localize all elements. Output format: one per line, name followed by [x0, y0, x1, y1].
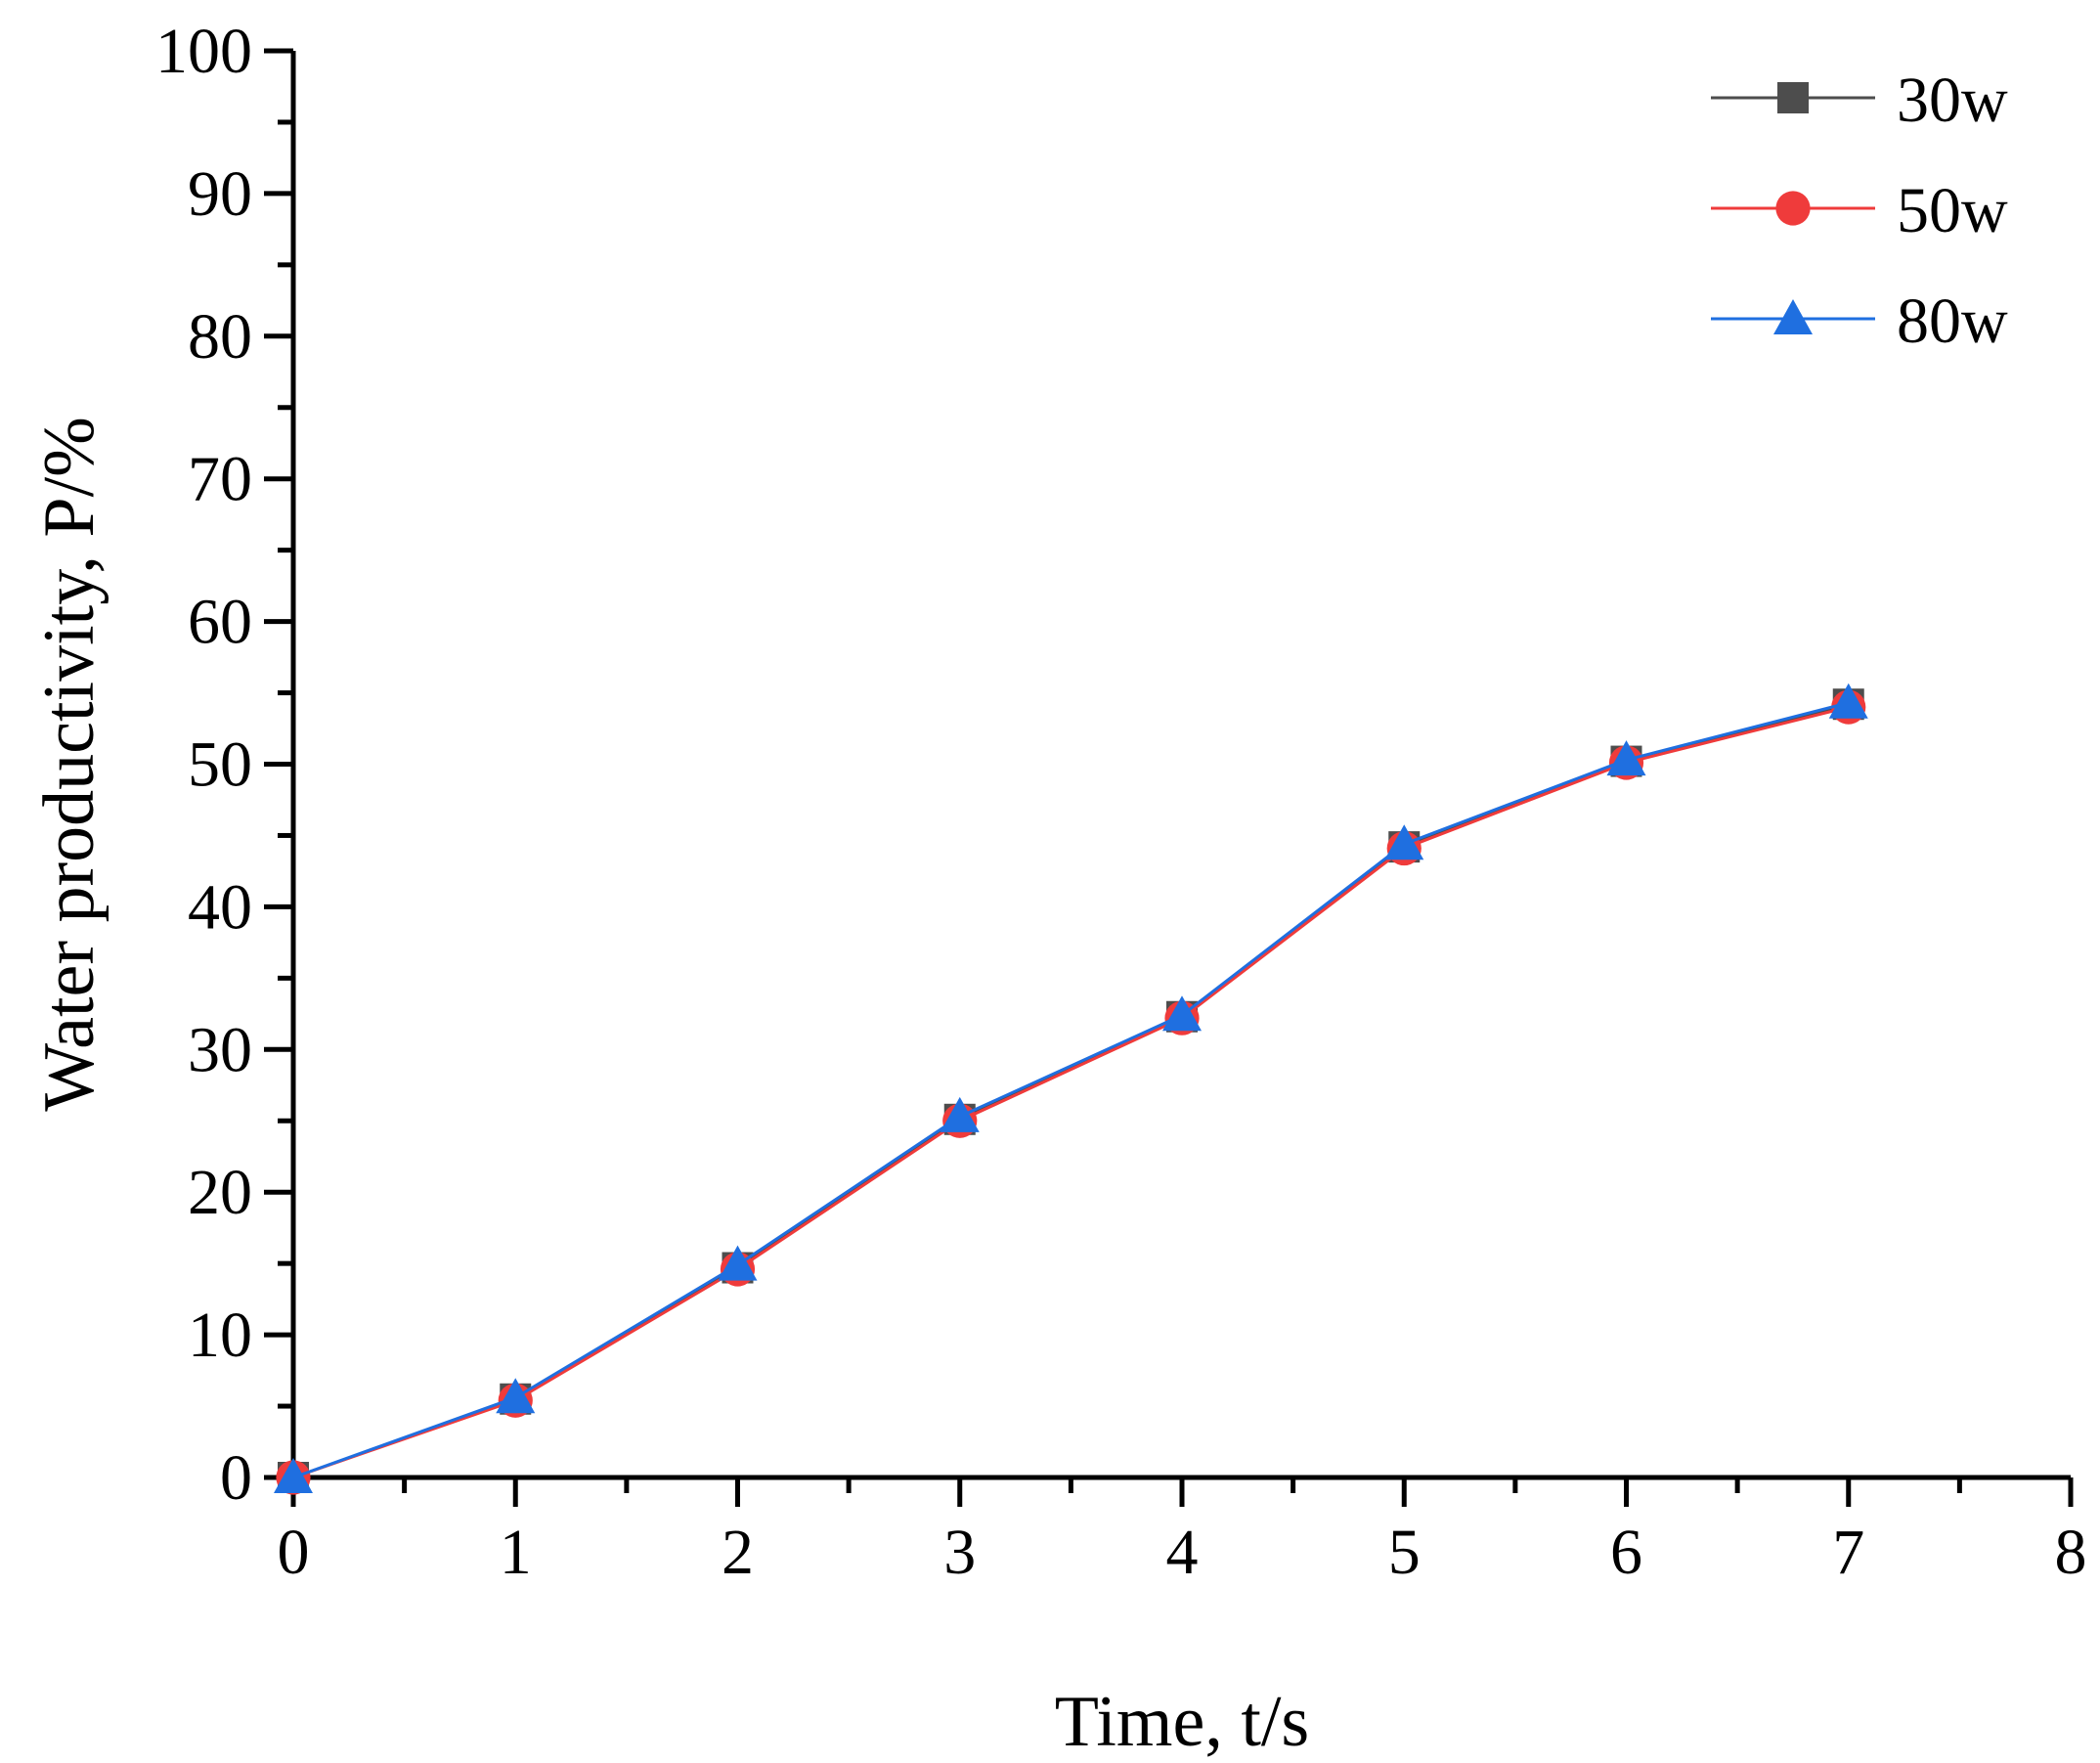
- legend: 30w 50w 80w: [1711, 65, 2008, 357]
- legend-label: 30w: [1897, 65, 2008, 136]
- series-layer: [274, 683, 1868, 1495]
- y-tick-label: 80: [188, 301, 252, 373]
- legend-item-50w: 50w: [1711, 175, 2008, 246]
- y-tick-label: 20: [188, 1157, 252, 1228]
- legend-label: 80w: [1897, 286, 2008, 357]
- legend-item-80w: 80w: [1711, 286, 2008, 357]
- series-50w: [276, 689, 1866, 1495]
- x-tick-label: 0: [278, 1517, 310, 1588]
- x-axis-title: Time, t/s: [1055, 1682, 1309, 1762]
- x-tick-label: 4: [1166, 1517, 1199, 1588]
- y-tick-label: 70: [188, 444, 252, 515]
- y-tick-label: 100: [155, 16, 252, 87]
- series-line-80w: [292, 701, 1850, 1479]
- legend-marker: [1775, 191, 1811, 226]
- legend-marker: [1773, 299, 1813, 334]
- legend-item-30w: 30w: [1711, 65, 2008, 136]
- x-tick-label: 5: [1388, 1517, 1421, 1588]
- y-tick-label: 30: [188, 1014, 252, 1085]
- legend-marker: [1777, 82, 1809, 113]
- axes: 0 10 20 30 40 50 60 70 80 90 100 0 1 2 3 4 5 6 7 8: [155, 16, 2087, 1588]
- series-30w: [278, 688, 1864, 1493]
- data-point-80w: [1606, 740, 1646, 776]
- x-tick-label: 6: [1610, 1517, 1642, 1588]
- series-line-50w: [292, 705, 1850, 1479]
- data-point-80w: [1828, 683, 1868, 719]
- data-point-80w: [1162, 995, 1202, 1032]
- data-point-80w: [496, 1378, 536, 1414]
- x-tick-label: 8: [2055, 1517, 2087, 1588]
- data-point-80w: [274, 1458, 313, 1493]
- x-tick-label: 7: [1832, 1517, 1864, 1588]
- y-tick-label: 40: [188, 871, 252, 943]
- y-tick-label: 10: [188, 1300, 252, 1371]
- y-axis-title: Water productivity, P/%: [29, 417, 109, 1112]
- y-tick-label: 50: [188, 729, 252, 801]
- x-tick-label: 3: [943, 1517, 976, 1588]
- y-tick-label: 0: [220, 1442, 252, 1514]
- data-point-80w: [940, 1096, 980, 1132]
- series-80w: [274, 683, 1868, 1493]
- x-tick-label: 1: [500, 1517, 532, 1588]
- x-tick-label: 2: [722, 1517, 754, 1588]
- data-point-80w: [1384, 824, 1424, 860]
- legend-label: 50w: [1897, 175, 2008, 246]
- y-tick-label: 90: [188, 158, 252, 230]
- series-line-30w: [292, 702, 1850, 1479]
- y-tick-label: 60: [188, 587, 252, 658]
- data-point-80w: [718, 1245, 758, 1281]
